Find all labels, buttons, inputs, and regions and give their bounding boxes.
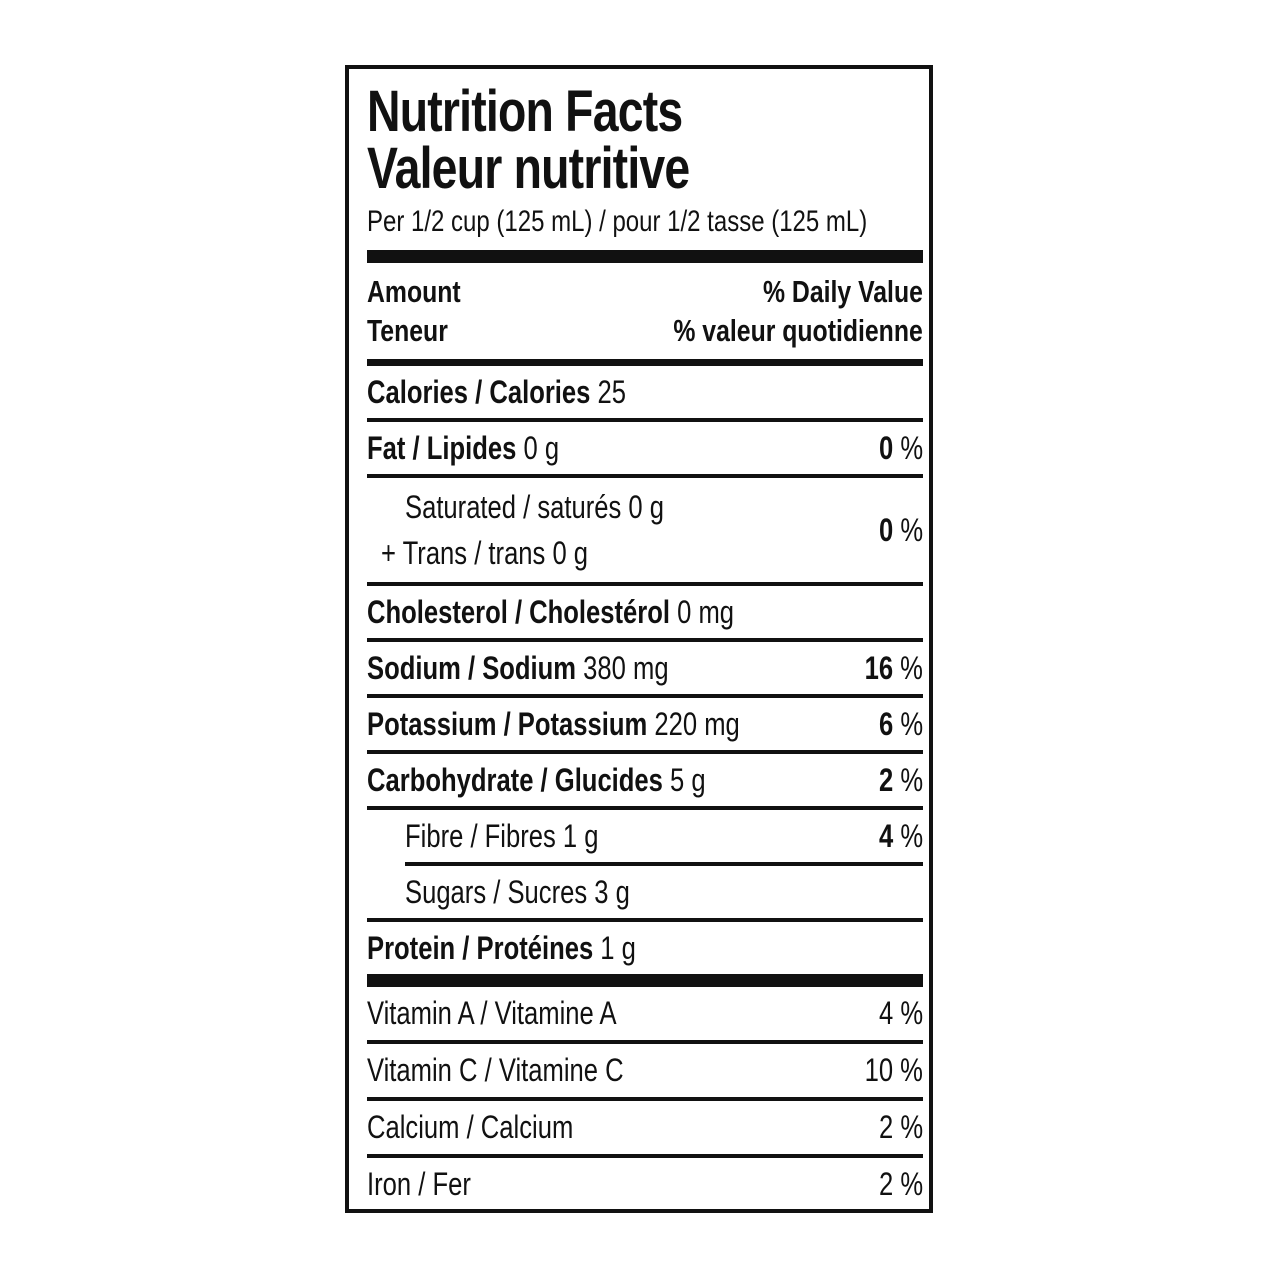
nutrient-label: Calcium / Calcium <box>367 1109 574 1145</box>
micronutrient-row: Iron / Fer 2 % <box>367 1158 923 1209</box>
nutrient-amount: 5 g <box>670 761 706 798</box>
nutrient-label: Iron / Fer <box>367 1166 471 1202</box>
daily-value-percent: 4 % <box>878 995 923 1031</box>
daily-value-percent: 0 % <box>878 511 923 548</box>
nutrient-label: Potassium / Potassium <box>367 705 648 742</box>
micronutrient-row: Vitamin C / Vitamine C 10 % <box>367 1044 923 1097</box>
daily-value-header-fr: % valeur quotidienne <box>673 313 923 348</box>
label-title-en-text: Nutrition Facts <box>367 79 683 144</box>
nutrient-amount: 0 mg <box>677 593 735 630</box>
nutrient-row: Fat / Lipides 0 g 0 % <box>367 422 923 474</box>
nutrient-name: Saturated / saturés 0 g + Trans / trans 0… <box>367 484 868 576</box>
nutrient-name: Fat / Lipides 0 g <box>367 430 868 467</box>
nutrient-amount: 1 g <box>600 929 636 966</box>
micronutrient-rows: Vitamin A / Vitamine A 4 % Vitamin C / Vit… <box>367 987 923 1209</box>
nutrient-row: Sugars / Sucres 3 g <box>367 866 923 918</box>
separator-thick <box>367 250 923 263</box>
nutrient-name: Vitamin C / Vitamine C <box>367 1052 850 1089</box>
nutrient-label: Vitamin C / Vitamine C <box>367 1052 624 1088</box>
nutrient-row: Saturated / saturés 0 g + Trans / trans 0… <box>367 478 923 582</box>
separator-thin <box>367 638 923 642</box>
nutrient-name: Carbohydrate / Glucides 5 g <box>367 762 868 799</box>
separator-thick <box>367 974 923 987</box>
separator-thin <box>367 694 923 698</box>
nutrient-row: Carbohydrate / Glucides 5 g 2 % <box>367 754 923 806</box>
nutrient-amount: 380 mg <box>583 649 669 686</box>
nutrient-label: Protein / Protéines <box>367 929 594 966</box>
separator-thin <box>367 474 923 478</box>
micronutrient-row: Calcium / Calcium 2 % <box>367 1101 923 1154</box>
nutrient-name: Sodium / Sodium 380 mg <box>367 650 850 687</box>
separator-thin <box>367 750 923 754</box>
serving-size-text: Per 1/2 cup (125 mL) / pour 1/2 tasse (1… <box>367 205 868 238</box>
separator-thin <box>367 582 923 586</box>
nutrient-name: Protein / Protéines 1 g <box>367 930 923 967</box>
nutrient-amount: 220 mg <box>654 705 740 742</box>
daily-value-percent: 0 % <box>878 429 923 466</box>
column-header: Amount % Daily Value Teneur % valeur quo… <box>367 272 923 350</box>
nutrient-amount: 1 g <box>562 817 599 854</box>
daily-value-percent: 2 % <box>878 761 923 798</box>
label-title-fr: Valeur nutritive <box>367 136 923 201</box>
column-header-row-fr: Teneur % valeur quotidienne <box>367 311 923 350</box>
nutrient-row: Cholesterol / Cholestérol 0 mg <box>367 586 923 638</box>
nutrient-label: Fat / Lipides <box>367 429 517 466</box>
amount-header-fr: Teneur <box>367 313 448 348</box>
nutrient-amount: 25 <box>597 373 626 410</box>
amount-header-en: Amount <box>367 274 461 309</box>
nutrient-name: Calories / Calories 25 <box>367 374 923 411</box>
nutrient-name: Iron / Fer <box>367 1166 868 1203</box>
daily-value-percent: 2 % <box>878 1166 923 1202</box>
separator-thin <box>367 806 923 810</box>
daily-value-percent: 4 % <box>878 817 923 854</box>
column-header-row-en: Amount % Daily Value <box>367 272 923 311</box>
nutrient-amount: 0 g <box>523 429 560 466</box>
label-title-fr-text: Valeur nutritive <box>367 136 690 201</box>
separator-thin <box>367 1097 923 1101</box>
nutrient-row: Calories / Calories 25 <box>367 366 923 418</box>
daily-value-percent: 10 % <box>864 1052 923 1088</box>
separator-medium <box>367 359 923 366</box>
separator-thin-indent <box>405 862 923 866</box>
nutrient-row: Fibre / Fibres 1 g 4 % <box>367 810 923 862</box>
nutrient-name-line: + Trans / trans 0 g <box>381 535 589 571</box>
serving-size-line: Per 1/2 cup (125 mL) / pour 1/2 tasse (1… <box>367 204 923 240</box>
nutrient-name: Calcium / Calcium <box>367 1109 868 1146</box>
nutrient-label: Sodium / Sodium <box>367 649 577 686</box>
nutrient-row: Protein / Protéines 1 g <box>367 922 923 974</box>
nutrient-label: Fibre / Fibres <box>405 817 556 854</box>
nutrient-amount: 3 g <box>594 873 630 910</box>
nutrient-row: Sodium / Sodium 380 mg 16 % <box>367 642 923 694</box>
nutrient-label: Cholesterol / Cholestérol <box>367 593 670 630</box>
nutrient-name: Fibre / Fibres 1 g <box>367 818 868 855</box>
daily-value-percent: 2 % <box>878 1109 923 1145</box>
micronutrient-row: Vitamin A / Vitamine A 4 % <box>367 987 923 1040</box>
nutrient-name: Cholesterol / Cholestérol 0 mg <box>367 594 923 631</box>
nutrition-facts-label: Nutrition Facts Valeur nutritive Per 1/2… <box>345 65 933 1213</box>
nutrient-label: Vitamin A / Vitamine A <box>367 995 617 1031</box>
nutrient-label: Sugars / Sucres <box>405 873 588 910</box>
separator-thin <box>367 418 923 422</box>
daily-value-header-en: % Daily Value <box>763 274 923 309</box>
separator-thin <box>367 1154 923 1158</box>
daily-value-percent: 6 % <box>878 705 923 742</box>
separator-thin <box>367 1040 923 1044</box>
separator-thin <box>367 918 923 922</box>
nutrient-name: Potassium / Potassium 220 mg <box>367 706 868 743</box>
label-title-block: Nutrition Facts Valeur nutritive <box>367 79 923 201</box>
nutrient-label: Carbohydrate / Glucides <box>367 761 663 798</box>
nutrient-name-line: Saturated / saturés 0 g <box>405 489 664 525</box>
label-title-en: Nutrition Facts <box>367 79 923 144</box>
nutrient-row: Potassium / Potassium 220 mg 6 % <box>367 698 923 750</box>
nutrient-name: Vitamin A / Vitamine A <box>367 995 868 1032</box>
nutrient-name: Sugars / Sucres 3 g <box>367 874 923 911</box>
daily-value-percent: 16 % <box>864 649 923 686</box>
nutrient-label: Calories / Calories <box>367 373 591 410</box>
